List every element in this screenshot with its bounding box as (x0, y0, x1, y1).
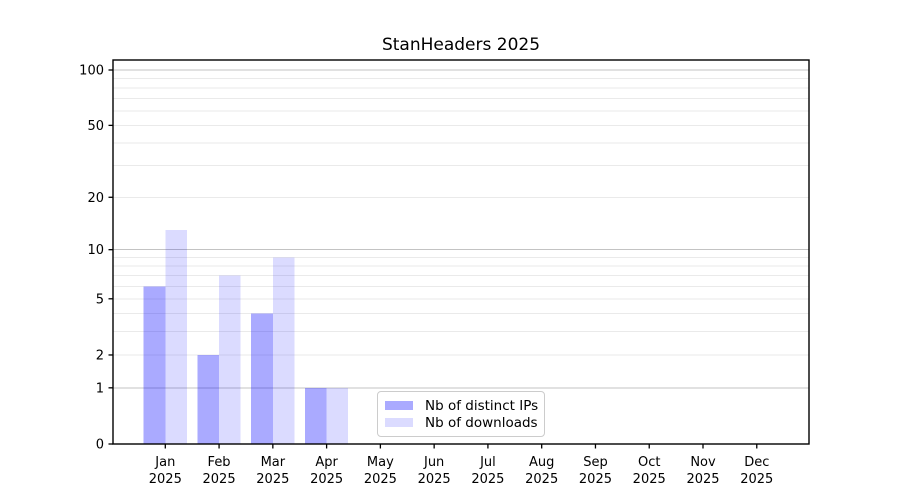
chart-title: StanHeaders 2025 (381, 35, 541, 55)
x-tick-label-month: Jul (479, 455, 496, 470)
x-tick-label-year: 2025 (471, 472, 504, 487)
legend: Nb of distinct IPs Nb of downloads (377, 391, 545, 437)
x-tick-label-year: 2025 (525, 472, 558, 487)
legend-label-downloads: Nb of downloads (425, 414, 538, 431)
x-tick-label-year: 2025 (740, 472, 773, 487)
x-tick-label-year: 2025 (256, 472, 289, 487)
y-tick-label: 100 (79, 64, 104, 79)
y-tick-label: 5 (96, 292, 104, 307)
y-tick-label: 20 (87, 191, 104, 206)
x-tick-label-month: Mar (261, 455, 286, 470)
bar-distinct-ips (197, 354, 220, 444)
x-tick-label-month: Jun (423, 455, 444, 470)
x-tick-label-year: 2025 (149, 472, 182, 487)
plot-frame (112, 59, 810, 445)
x-tick-label-month: Jan (154, 455, 175, 470)
y-tick-label: 1 (96, 381, 104, 396)
y-tick-label: 50 (87, 119, 104, 134)
x-tick-label-year: 2025 (633, 472, 666, 487)
x-tick-label-month: Dec (744, 455, 769, 470)
bar-downloads (326, 387, 349, 444)
bar-distinct-ips (251, 313, 273, 444)
legend-item-distinct-ips: Nb of distinct IPs (385, 397, 538, 414)
bar-distinct-ips (143, 286, 166, 444)
x-tick-label-month: Sep (583, 455, 608, 470)
bar-downloads (272, 257, 295, 444)
bar-downloads (219, 275, 241, 444)
legend-item-downloads: Nb of downloads (385, 414, 538, 431)
legend-swatch-downloads (385, 418, 413, 427)
x-tick-label-year: 2025 (418, 472, 451, 487)
legend-label-distinct-ips: Nb of distinct IPs (425, 397, 539, 414)
x-tick-label-year: 2025 (310, 472, 343, 487)
x-tick-label-month: Feb (208, 455, 231, 470)
x-tick-label-month: May (367, 455, 394, 470)
y-tick-label: 2 (96, 348, 104, 363)
x-tick-label-year: 2025 (364, 472, 397, 487)
y-tick-label: 0 (96, 438, 104, 453)
legend-swatch-distinct-ips (385, 401, 413, 410)
bar-downloads (165, 230, 187, 444)
x-tick-label-month: Nov (690, 455, 716, 470)
x-tick-label-year: 2025 (579, 472, 612, 487)
x-tick-label-month: Aug (529, 455, 554, 470)
bar-distinct-ips (305, 387, 327, 444)
x-tick-label-month: Apr (315, 455, 338, 470)
y-tick-label: 10 (87, 243, 104, 258)
x-tick-label-month: Oct (638, 455, 660, 470)
x-tick-label-year: 2025 (203, 472, 236, 487)
x-tick-label-year: 2025 (686, 472, 719, 487)
